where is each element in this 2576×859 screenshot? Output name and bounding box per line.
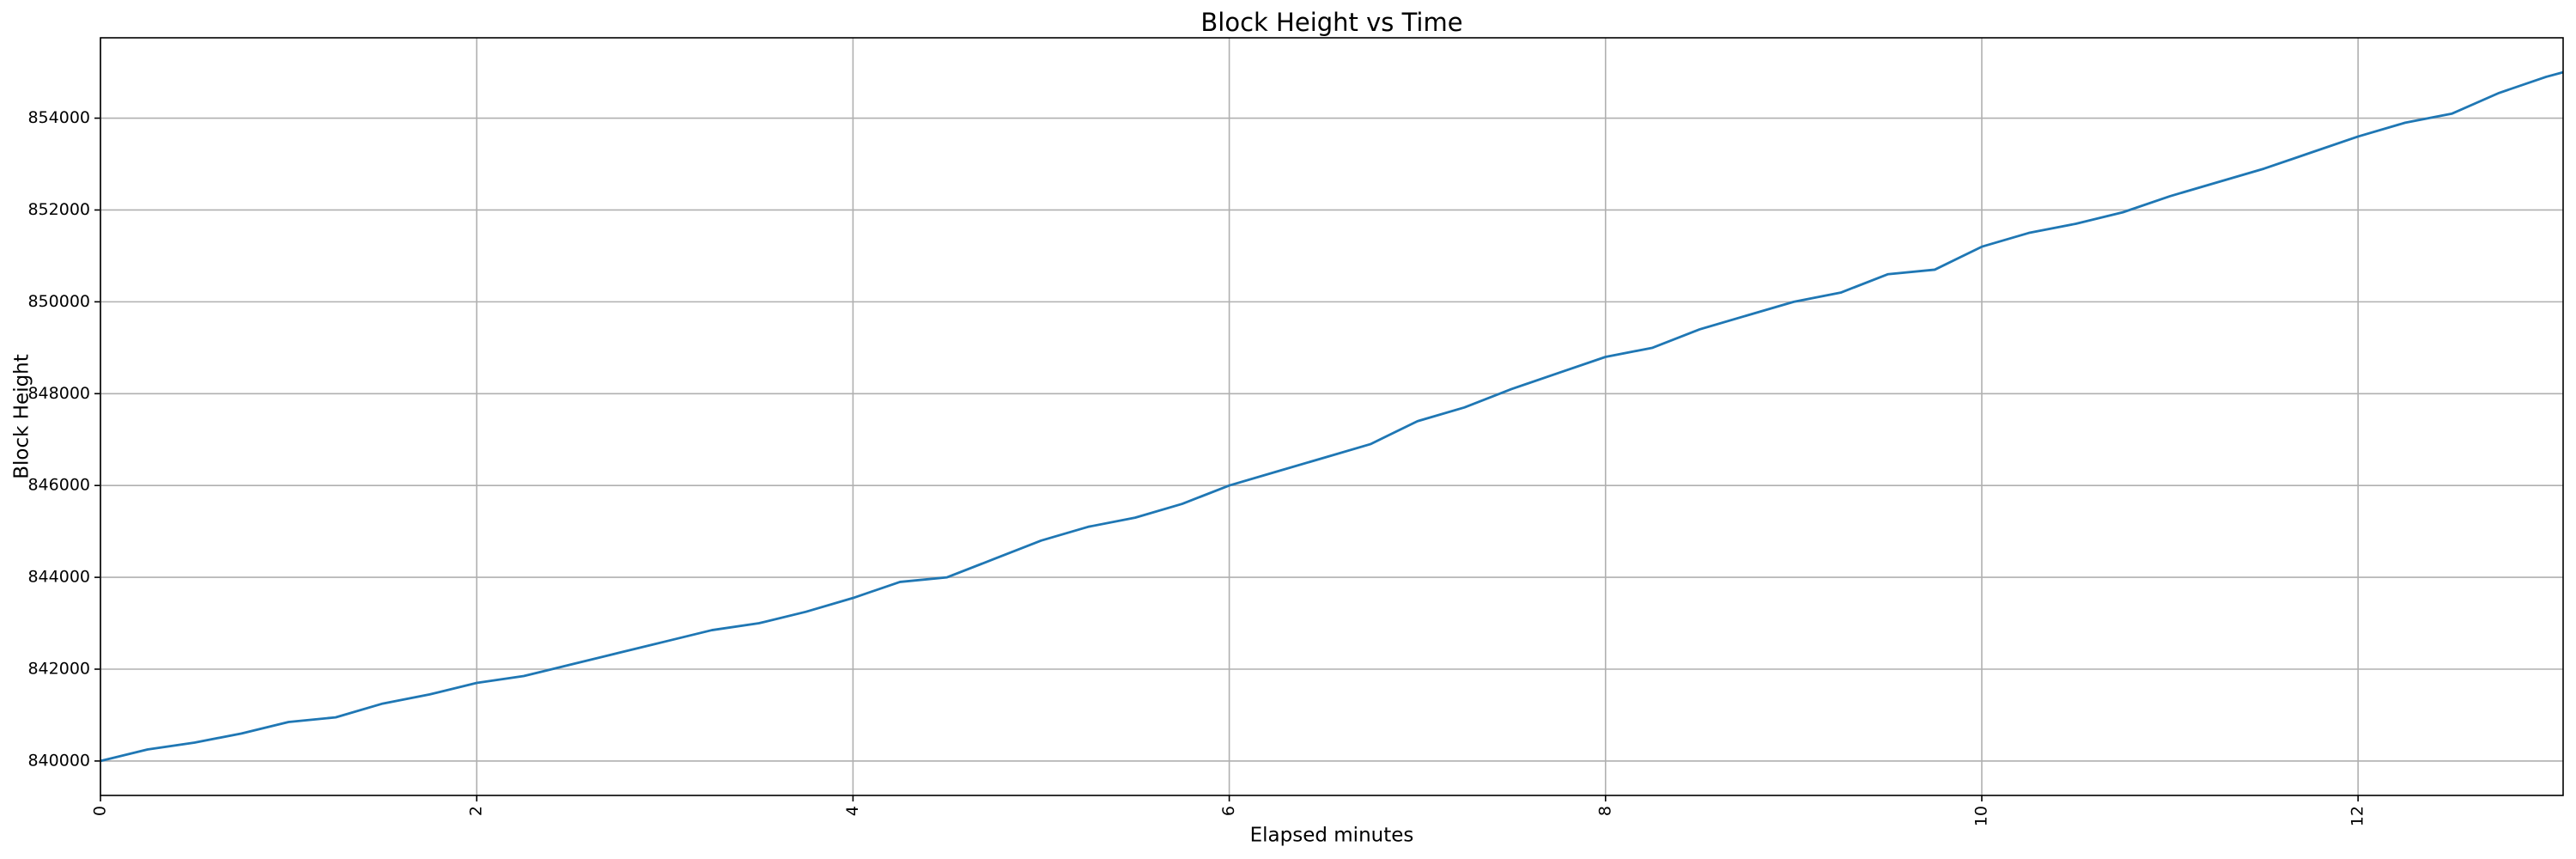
- y-tick-label: 852000: [27, 200, 90, 219]
- y-tick-label: 844000: [27, 568, 90, 587]
- x-tick-label: 6: [1219, 806, 1238, 816]
- y-tick-label: 850000: [27, 292, 90, 311]
- x-tick-label: 10: [1971, 806, 1990, 826]
- x-tick-label: 12: [2348, 806, 2367, 826]
- y-tick-label: 848000: [27, 384, 90, 403]
- y-axis-label: Block Height: [11, 354, 33, 479]
- data-line: [100, 70, 2564, 763]
- y-tick-label: 842000: [27, 660, 90, 679]
- x-tick-label: 8: [1595, 806, 1614, 816]
- chart-title: Block Height vs Time: [1200, 8, 1462, 37]
- x-axis-label: Elapsed minutes: [1250, 825, 1414, 847]
- x-tick-label: 2: [467, 806, 486, 816]
- x-tick-label: 0: [91, 806, 110, 816]
- plot-frame: [100, 37, 2564, 796]
- y-tick-label: 840000: [27, 751, 90, 770]
- x-tick-label: 4: [843, 806, 862, 816]
- y-tick-label: 854000: [27, 108, 90, 127]
- y-tick-label: 846000: [27, 476, 90, 495]
